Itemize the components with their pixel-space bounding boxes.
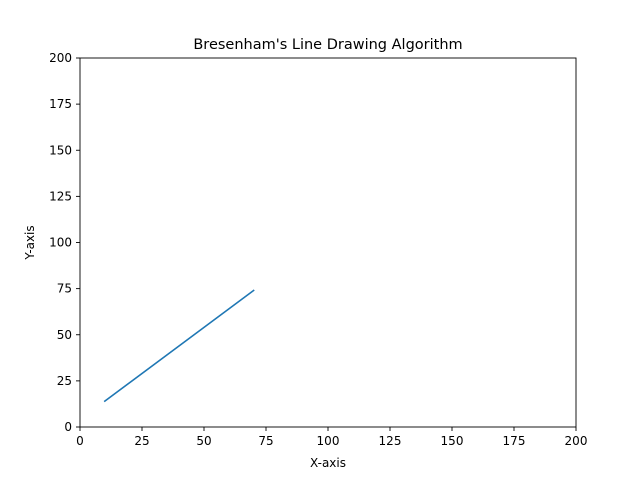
x-tick-label: 25 [134,434,149,448]
plot-area [103,289,255,403]
y-axis-label: Y-axis [23,225,37,260]
y-tick-label: 150 [49,143,72,157]
x-tick-label: 175 [503,434,526,448]
y-axis-ticks: 0 25 50 75 100 125 150 175 200 [49,51,80,434]
y-tick-label: 175 [49,97,72,111]
chart-title: Bresenham's Line Drawing Algorithm [193,37,462,53]
axes-frame [79,57,577,428]
series-line-0 [103,289,255,403]
y-tick-label: 125 [49,189,72,203]
y-tick-label: 200 [49,51,72,65]
y-tick-label: 50 [57,328,72,342]
x-axis-label: X-axis [310,456,346,470]
x-tick-label: 50 [196,434,211,448]
x-tick-label: 0 [76,434,84,448]
x-tick-label: 75 [258,434,273,448]
x-tick-label: 125 [379,434,402,448]
y-tick-label: 75 [57,282,72,296]
y-tick-label: 25 [57,374,72,388]
x-axis-ticks: 0 25 50 75 100 125 150 175 200 [76,427,587,448]
y-tick-label: 100 [49,236,72,250]
x-tick-label: 150 [441,434,464,448]
x-tick-label: 100 [317,434,340,448]
x-tick-label: 200 [565,434,588,448]
y-tick-label: 0 [64,420,72,434]
